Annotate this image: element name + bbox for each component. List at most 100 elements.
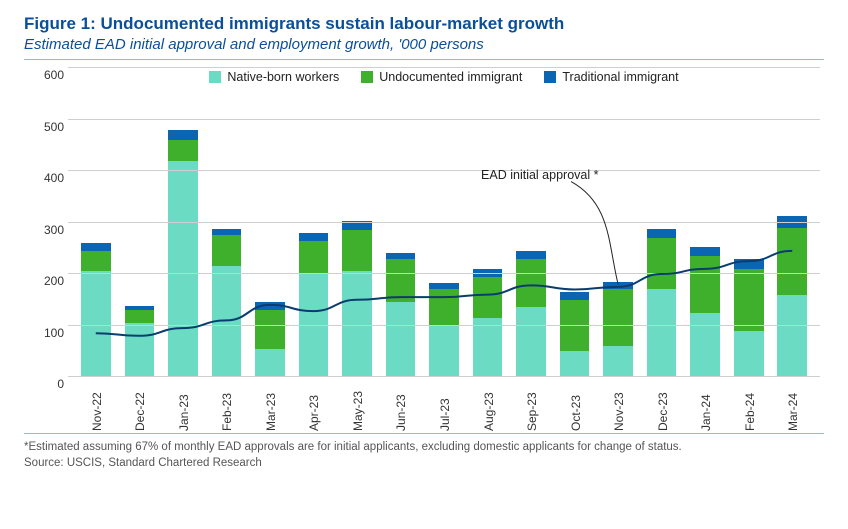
x-tick-label: Jun-23 bbox=[394, 394, 408, 431]
bar-segment bbox=[690, 247, 720, 256]
bar-segment bbox=[212, 235, 242, 266]
bar-slot: Mar-23 bbox=[248, 68, 292, 377]
bar-segment bbox=[734, 331, 764, 377]
x-tick-label: Aug-23 bbox=[482, 392, 496, 431]
gridline bbox=[68, 222, 820, 223]
bar-segment bbox=[560, 300, 590, 352]
bar-segment bbox=[603, 282, 633, 290]
legend-label: Undocumented immigrant bbox=[379, 70, 522, 84]
bar-slot: Nov-22 bbox=[74, 68, 118, 377]
stacked-bar bbox=[212, 68, 242, 377]
bar-slot: Jan-23 bbox=[161, 68, 205, 377]
bar-segment bbox=[212, 266, 242, 377]
bar-slot: Jan-24 bbox=[683, 68, 727, 377]
bar-segment bbox=[386, 302, 416, 377]
chart: Native-born workers Undocumented immigran… bbox=[24, 68, 824, 434]
bar-segment bbox=[386, 259, 416, 303]
stacked-bar bbox=[647, 68, 677, 377]
plot-area: Native-born workers Undocumented immigran… bbox=[68, 68, 820, 377]
legend-swatch bbox=[361, 71, 373, 83]
bar-segment bbox=[429, 326, 459, 378]
stacked-bar bbox=[168, 68, 198, 377]
bar-segment bbox=[255, 310, 285, 349]
bar-segment bbox=[255, 302, 285, 310]
footnote-line-2: Source: USCIS, Standard Chartered Resear… bbox=[24, 456, 824, 472]
x-tick-label: Dec-22 bbox=[133, 392, 147, 431]
stacked-bar bbox=[299, 68, 329, 377]
legend: Native-born workers Undocumented immigran… bbox=[68, 70, 820, 84]
bar-segment bbox=[734, 259, 764, 269]
legend-item: Native-born workers bbox=[209, 70, 339, 84]
gridline bbox=[68, 67, 820, 68]
stacked-bar bbox=[255, 68, 285, 377]
bar-segment bbox=[516, 251, 546, 259]
legend-swatch bbox=[544, 71, 556, 83]
bar-segment bbox=[299, 274, 329, 377]
x-tick-label: Nov-22 bbox=[90, 392, 104, 431]
bar-segment bbox=[168, 161, 198, 377]
bar-segment bbox=[342, 230, 372, 271]
bar-segment bbox=[560, 292, 590, 300]
bar-segment bbox=[125, 310, 155, 323]
bar-segment bbox=[125, 323, 155, 377]
x-tick-label: Mar-23 bbox=[264, 393, 278, 431]
gridline bbox=[68, 273, 820, 274]
bar-segment bbox=[168, 130, 198, 140]
bar-segment bbox=[777, 228, 807, 295]
bar-segment bbox=[603, 346, 633, 377]
figure-subtitle: Estimated EAD initial approval and emplo… bbox=[24, 36, 824, 53]
bar-slot: Aug-23 bbox=[466, 68, 510, 377]
gridline bbox=[68, 376, 820, 377]
bar-slot: Feb-23 bbox=[205, 68, 249, 377]
bar-slot: Sep-23 bbox=[509, 68, 553, 377]
stacked-bar bbox=[473, 68, 503, 377]
bar-slot: Jun-23 bbox=[379, 68, 423, 377]
bar-segment bbox=[603, 289, 633, 346]
stacked-bar bbox=[386, 68, 416, 377]
x-tick-label: Jan-23 bbox=[177, 394, 191, 431]
x-tick-label: Jan-24 bbox=[699, 394, 713, 431]
x-tick-label: Dec-23 bbox=[656, 392, 670, 431]
x-tick-label: Feb-24 bbox=[743, 393, 757, 431]
bar-segment bbox=[734, 269, 764, 331]
bar-segment bbox=[255, 349, 285, 377]
bar-segment bbox=[690, 256, 720, 313]
bar-segment bbox=[81, 251, 111, 272]
bars-container: Nov-22Dec-22Jan-23Feb-23Mar-23Apr-23May-… bbox=[68, 68, 820, 377]
bar-segment bbox=[429, 289, 459, 325]
bar-segment bbox=[473, 318, 503, 377]
bar-slot: Feb-24 bbox=[727, 68, 771, 377]
x-tick-label: Apr-23 bbox=[307, 395, 321, 431]
stacked-bar bbox=[603, 68, 633, 377]
stacked-bar bbox=[516, 68, 546, 377]
figure-title: Figure 1: Undocumented immigrants sustai… bbox=[24, 14, 824, 34]
bar-segment bbox=[299, 233, 329, 241]
x-tick-label: Jul-23 bbox=[438, 398, 452, 431]
x-tick-label: Sep-23 bbox=[525, 392, 539, 431]
bar-slot: Dec-23 bbox=[640, 68, 684, 377]
gridline bbox=[68, 170, 820, 171]
bar-segment bbox=[516, 307, 546, 377]
bar-segment bbox=[690, 313, 720, 377]
stacked-bar bbox=[560, 68, 590, 377]
bar-segment bbox=[81, 243, 111, 251]
bar-segment bbox=[299, 241, 329, 274]
stacked-bar bbox=[342, 68, 372, 377]
x-tick-label: Nov-23 bbox=[612, 392, 626, 431]
bar-slot: Mar-24 bbox=[771, 68, 815, 377]
gridline bbox=[68, 119, 820, 120]
legend-item: Traditional immigrant bbox=[544, 70, 678, 84]
bar-segment bbox=[168, 140, 198, 161]
ead-line-label: EAD initial approval * bbox=[481, 168, 598, 182]
bar-segment bbox=[516, 259, 546, 308]
legend-label: Traditional immigrant bbox=[562, 70, 678, 84]
legend-label: Native-born workers bbox=[227, 70, 339, 84]
legend-swatch bbox=[209, 71, 221, 83]
bar-slot: May-23 bbox=[335, 68, 379, 377]
bar-slot: Dec-22 bbox=[118, 68, 162, 377]
stacked-bar bbox=[777, 68, 807, 377]
bar-slot: Jul-23 bbox=[422, 68, 466, 377]
footnote-line-1: *Estimated assuming 67% of monthly EAD a… bbox=[24, 440, 824, 456]
bar-slot: Apr-23 bbox=[292, 68, 336, 377]
bar-segment bbox=[647, 238, 677, 290]
